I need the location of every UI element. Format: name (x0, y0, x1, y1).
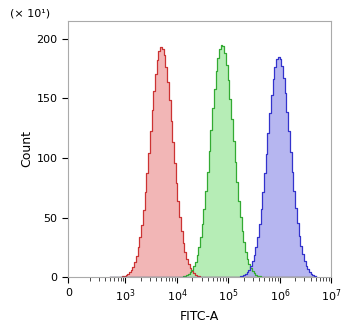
Text: (× 10¹): (× 10¹) (10, 8, 50, 18)
Y-axis label: Count: Count (21, 130, 34, 167)
X-axis label: FITC-A: FITC-A (180, 310, 219, 323)
